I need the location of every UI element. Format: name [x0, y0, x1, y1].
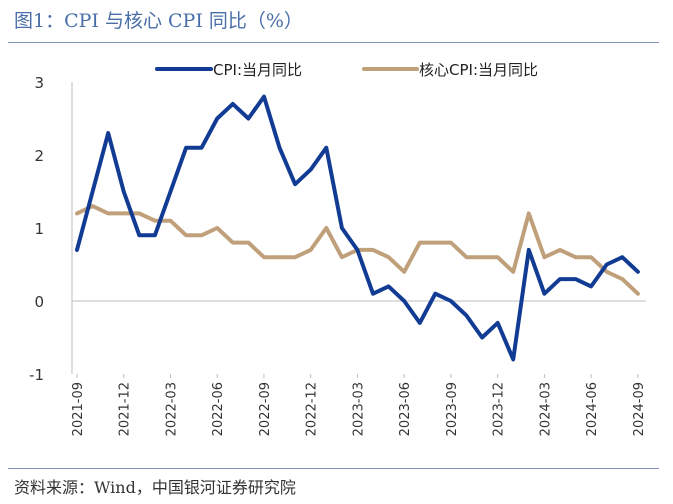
cpi-series-line: [75, 94, 640, 362]
source-divider: [8, 468, 659, 469]
x-tick-label: 2021-12: [118, 382, 133, 436]
chart-series: [75, 94, 640, 362]
x-tick-label: 2023-06: [398, 382, 413, 436]
x-tick-label: 2022-09: [258, 382, 273, 436]
y-tick-label: -1: [29, 366, 44, 384]
x-tick-label: 2023-12: [492, 382, 507, 436]
x-tick-label: 2024-06: [585, 382, 600, 436]
figure-title: 图1：CPI 与核心 CPI 同比（%）: [14, 10, 303, 32]
x-tick-label: 2023-03: [351, 382, 366, 436]
chart-legend: CPI:当月同比 核心CPI:当月同比: [155, 61, 538, 79]
x-tick-label: 2023-09: [445, 382, 460, 436]
x-tick-label: 2022-12: [305, 382, 320, 436]
legend-item-cpi-label: CPI:当月同比: [213, 61, 302, 79]
y-tick-label: 2: [34, 147, 44, 165]
source-note: 资料来源：Wind，中国银河证券研究院: [14, 478, 296, 497]
line-chart: CPI:当月同比 核心CPI:当月同比 -1 0 1 2 3 2021-09 2021-12 2…: [29, 61, 647, 436]
y-tick-label: 1: [34, 220, 44, 238]
x-tick-label: 2021-09: [71, 382, 86, 436]
chart-axes: -1 0 1 2 3 2021-09 2021-12 2022-03 2022-06 2022-0…: [29, 74, 647, 436]
legend-item-core-cpi-label: 核心CPI:当月同比: [419, 61, 538, 79]
y-tick-label: 3: [34, 74, 44, 92]
x-tick-label: 2022-06: [211, 382, 226, 436]
y-tick-label: 0: [34, 293, 44, 311]
x-tick-label: 2024-03: [538, 382, 553, 436]
x-tick-label: 2022-03: [164, 382, 179, 436]
x-tick-label: 2024-09: [632, 382, 647, 436]
title-divider: [8, 42, 659, 43]
